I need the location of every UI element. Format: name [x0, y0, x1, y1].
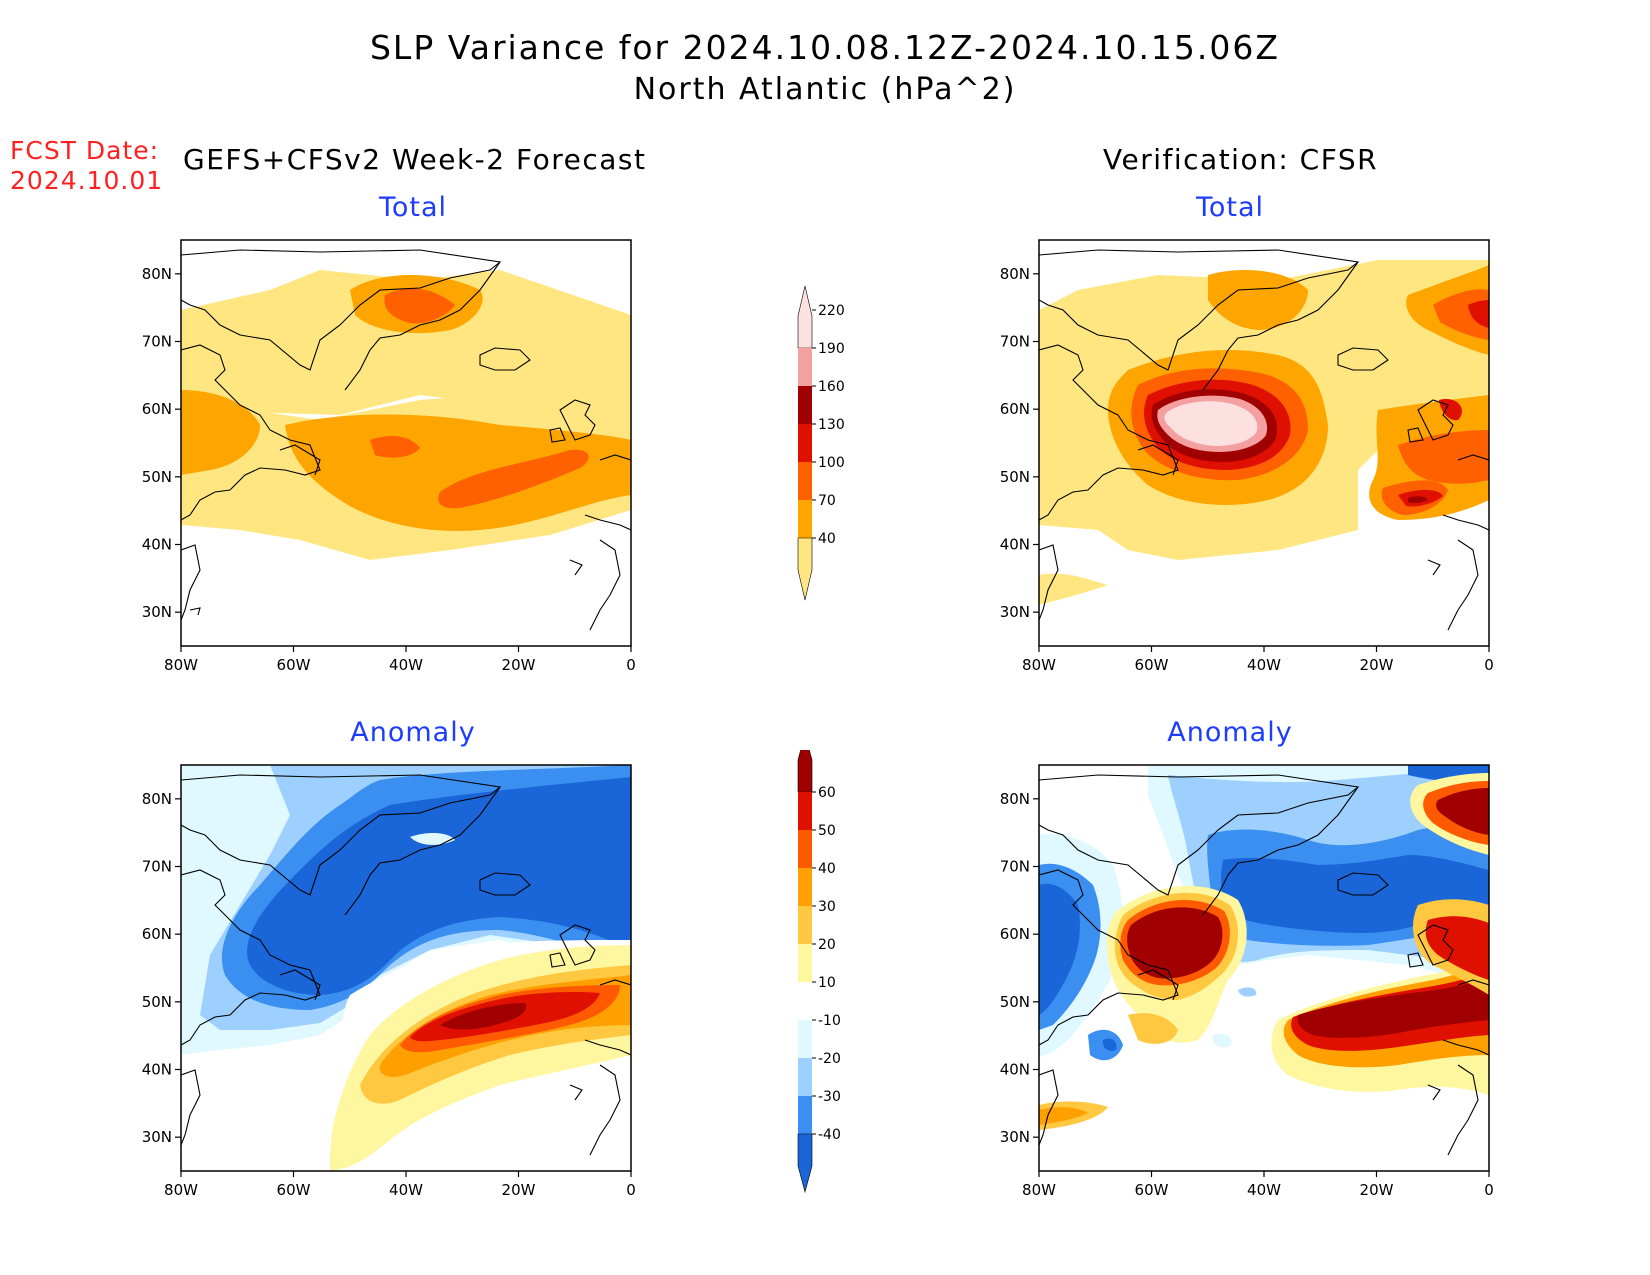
- lat-tick-label: 40N: [1000, 536, 1030, 554]
- colorbar-segment: [797, 285, 813, 349]
- lon-tick-label: 0: [1484, 1181, 1494, 1199]
- anomaly-colorbar: -40 -30 -20 -10 10 20 30 40 50 60: [797, 750, 841, 1194]
- lon-tick-label: 20W: [1360, 656, 1394, 674]
- lon-tick-label: 80W: [1022, 656, 1056, 674]
- colorbar-label: 10: [818, 975, 836, 991]
- colorbar-segment: [798, 830, 812, 868]
- main-title: SLP Variance for 2024.10.08.12Z-2024.10.…: [369, 28, 1281, 67]
- lon-tick-label: 80W: [1022, 1181, 1056, 1199]
- fcst-date-label: FCST Date:: [10, 136, 160, 165]
- colorbar-label: 190: [818, 341, 845, 357]
- colorbar-label: 130: [818, 417, 845, 433]
- colorbar-label: 220: [818, 303, 845, 319]
- colorbar-segment: [798, 792, 812, 830]
- forecast-column-title: GEFS+CFSv2 Week-2 Forecast: [183, 143, 647, 176]
- lat-tick-label: 50N: [142, 468, 172, 486]
- colorbar-label: 160: [818, 379, 845, 395]
- verification-anomaly-title: Anomaly: [1167, 717, 1293, 748]
- forecast-total-map: 80N 70N 60N 50N 40N 30N 80W 60W 40W 20W 0: [142, 239, 636, 674]
- lat-tick-label: 40N: [142, 536, 172, 554]
- lon-tick-label: 0: [1484, 656, 1494, 674]
- colorbar-label: 100: [818, 455, 845, 471]
- colorbar-segment: [798, 1058, 812, 1096]
- lon-tick-label: 40W: [1247, 1181, 1281, 1199]
- lat-tick-label: 70N: [142, 333, 172, 351]
- colorbar-segment: [798, 500, 812, 538]
- lat-tick-label: 60N: [142, 925, 172, 943]
- colorbar-segment: [797, 537, 813, 601]
- lon-tick-label: 0: [626, 656, 636, 674]
- colorbar-segment: [798, 982, 812, 1020]
- lat-tick-label: 80N: [142, 265, 172, 283]
- lon-tick-label: 60W: [1135, 656, 1169, 674]
- lat-tick-label: 30N: [1000, 1128, 1030, 1146]
- colorbar-segment: [798, 1096, 812, 1134]
- lat-tick-label: 30N: [142, 1128, 172, 1146]
- lon-tick-label: 40W: [389, 1181, 423, 1199]
- colorbar-label: -30: [818, 1089, 841, 1105]
- verification-total-map: 80N 70N 60N 50N 40N 30N 80W 60W 40W 20W 0: [1000, 239, 1494, 674]
- lat-tick-label: 80N: [142, 790, 172, 808]
- colorbar-segment: [797, 750, 813, 793]
- fcst-date-value: 2024.10.01: [10, 166, 164, 195]
- colorbar-label: 70: [818, 493, 836, 509]
- lat-tick-label: 70N: [1000, 333, 1030, 351]
- lon-tick-label: 60W: [277, 656, 311, 674]
- colorbar-segment: [798, 424, 812, 462]
- verification-anomaly-map: 80N 70N 60N 50N 40N 30N 80W 60W 40W 20W 0: [1000, 764, 1494, 1199]
- lon-tick-label: 60W: [277, 1181, 311, 1199]
- forecast-anomaly-map: 80N 70N 60N 50N 40N 30N 80W 60W 40W 20W 0: [142, 764, 636, 1199]
- colorbar-segment: [798, 348, 812, 386]
- colorbar-segment: [798, 944, 812, 982]
- lat-tick-label: 60N: [142, 400, 172, 418]
- lon-tick-label: 80W: [164, 656, 198, 674]
- lat-tick-label: 60N: [1000, 400, 1030, 418]
- lat-tick-label: 80N: [1000, 790, 1030, 808]
- lon-tick-label: 0: [626, 1181, 636, 1199]
- forecast-anomaly-title: Anomaly: [350, 717, 476, 748]
- lat-tick-label: 70N: [142, 858, 172, 876]
- colorbar-segment: [798, 1020, 812, 1058]
- colorbar-label: -20: [818, 1051, 841, 1067]
- lat-tick-label: 60N: [1000, 925, 1030, 943]
- verification-total-title: Total: [1195, 192, 1265, 223]
- main-subtitle: North Atlantic (hPa^2): [633, 72, 1017, 107]
- colorbar-label: 30: [818, 899, 836, 915]
- colorbar-segment: [798, 462, 812, 500]
- colorbar-segment: [798, 906, 812, 944]
- lat-tick-label: 80N: [1000, 265, 1030, 283]
- forecast-total-title: Total: [378, 192, 448, 223]
- colorbar-label: 50: [818, 823, 836, 839]
- colorbar-label: 40: [818, 861, 836, 877]
- lat-tick-label: 70N: [1000, 858, 1030, 876]
- lon-tick-label: 20W: [502, 656, 536, 674]
- colorbar-segment: [797, 1133, 813, 1194]
- lat-tick-label: 40N: [142, 1061, 172, 1079]
- lat-tick-label: 30N: [1000, 603, 1030, 621]
- colorbar-segment: [798, 386, 812, 424]
- lon-tick-label: 20W: [502, 1181, 536, 1199]
- lon-tick-label: 40W: [389, 656, 423, 674]
- lon-tick-label: 60W: [1135, 1181, 1169, 1199]
- verification-column-title: Verification: CFSR: [1103, 143, 1379, 176]
- colorbar-label: -40: [818, 1127, 841, 1143]
- fcst-date: FCST Date: 2024.10.01: [10, 136, 163, 196]
- lat-tick-label: 50N: [1000, 468, 1030, 486]
- lon-tick-label: 40W: [1247, 656, 1281, 674]
- lat-tick-label: 40N: [1000, 1061, 1030, 1079]
- total-colorbar: 40 70 100 130 160 190 220: [797, 285, 845, 601]
- colorbar-label: 60: [818, 785, 836, 801]
- colorbar-label: 20: [818, 937, 836, 953]
- lat-tick-label: 30N: [142, 603, 172, 621]
- colorbar-label: 40: [818, 531, 836, 547]
- lat-tick-label: 50N: [1000, 993, 1030, 1011]
- lon-tick-label: 80W: [164, 1181, 198, 1199]
- colorbar-label: -10: [818, 1013, 841, 1029]
- lat-tick-label: 50N: [142, 993, 172, 1011]
- lon-tick-label: 20W: [1360, 1181, 1394, 1199]
- colorbar-segment: [798, 868, 812, 906]
